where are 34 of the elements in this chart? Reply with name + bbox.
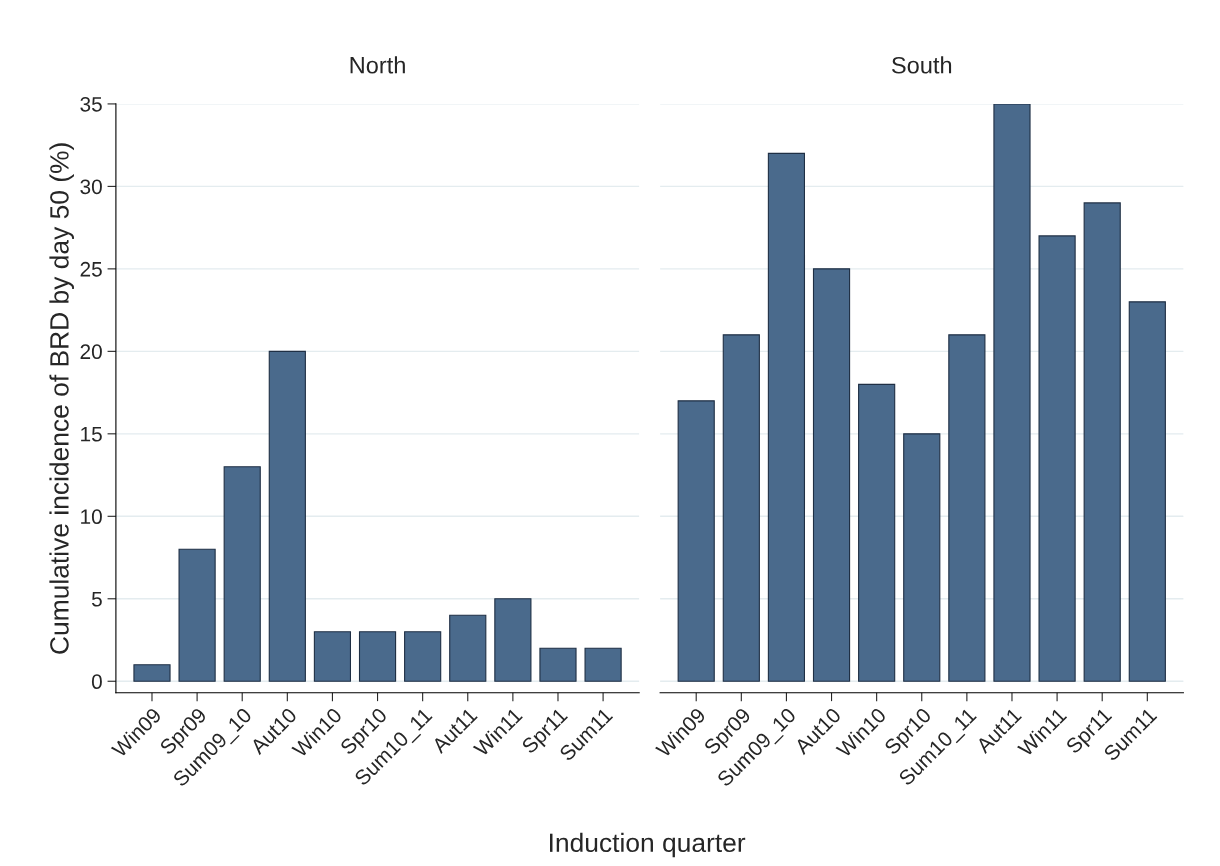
y-tick-label: 5 (91, 591, 102, 607)
bar (812, 268, 851, 682)
bar (223, 466, 261, 682)
bar (1083, 202, 1121, 682)
chart-title: North (350, 56, 405, 74)
y-axis-title: Cumulative incidence of BRD by day 50 (%) (49, 143, 74, 654)
bar (178, 548, 216, 682)
bar (948, 334, 986, 682)
bar (449, 614, 487, 682)
bar (584, 647, 622, 682)
y-tick-label: 35 (80, 96, 102, 112)
y-tick-label: 0 (91, 674, 102, 690)
chart-title: South (891, 56, 952, 74)
y-tick-label: 25 (80, 261, 102, 277)
y-tick-label: 20 (80, 344, 102, 360)
bar (903, 433, 941, 682)
bar (1128, 301, 1166, 682)
bar (539, 647, 577, 682)
bar (767, 152, 806, 682)
bar (268, 350, 306, 682)
bar (133, 664, 171, 682)
bar (993, 103, 1031, 682)
bar (404, 631, 442, 682)
y-tick-label: 30 (80, 179, 102, 195)
bar (313, 631, 352, 682)
y-tick-label: 10 (81, 509, 102, 525)
bar (722, 334, 760, 682)
bar (858, 383, 896, 682)
y-tick-label: 15 (81, 427, 102, 442)
bar (677, 400, 715, 682)
bar (358, 631, 397, 682)
bar (494, 598, 532, 682)
x-axis-title: Induction quarter (550, 832, 746, 858)
bar (1038, 235, 1076, 682)
